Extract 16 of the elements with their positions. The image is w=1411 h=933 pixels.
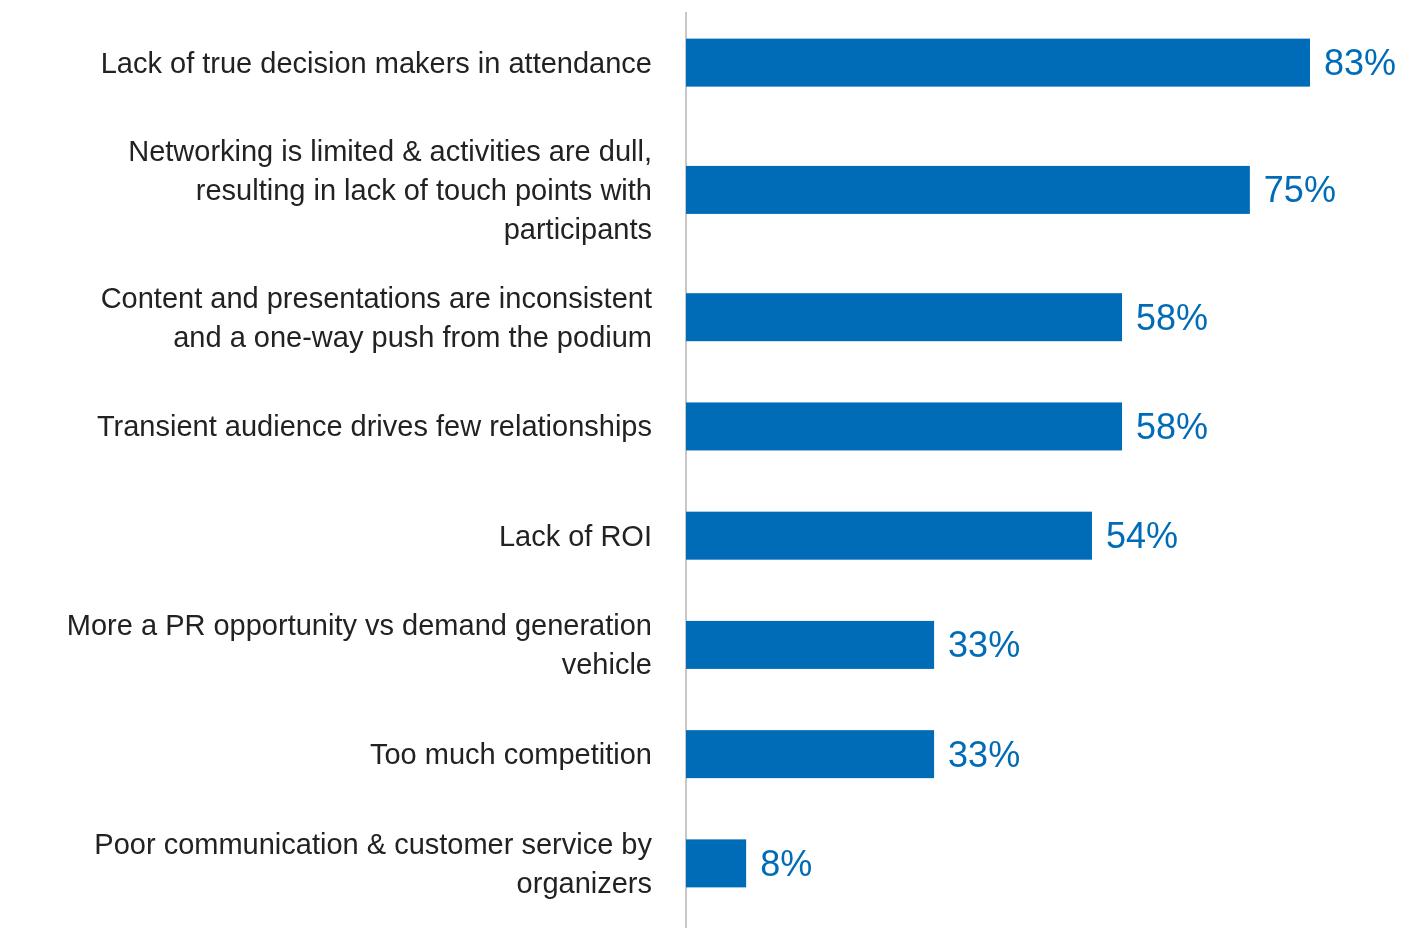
data-label: 33% <box>948 624 1021 666</box>
y-tick-label: Too much competition <box>369 738 652 771</box>
data-label: 54% <box>1105 515 1179 557</box>
data-label: 8% <box>760 842 813 884</box>
data-label: 83% <box>1324 42 1397 84</box>
y-tick-label: Networking is limited & activities are dull, resulting in lack of touch points with participants <box>128 134 652 245</box>
data-label: 58% <box>1136 296 1209 338</box>
data-label: 58% <box>1136 405 1209 447</box>
data-label: 33% <box>948 733 1021 775</box>
data-label: 75% <box>1263 169 1336 211</box>
y-tick-label: Poor communication & customer service by organizers <box>94 827 653 899</box>
y-tick-label: Content and presentations are inconsistent and a one-way push from the podium <box>100 281 652 353</box>
y-tick-label: Lack of ROI <box>498 519 652 552</box>
y-tick-label: More a PR opportunity vs demand generation vehicle <box>66 609 652 681</box>
y-tick-label: Lack of true decision makers in attendance <box>100 46 652 79</box>
y-tick-label: Transient audience drives few relationships <box>96 410 652 443</box>
